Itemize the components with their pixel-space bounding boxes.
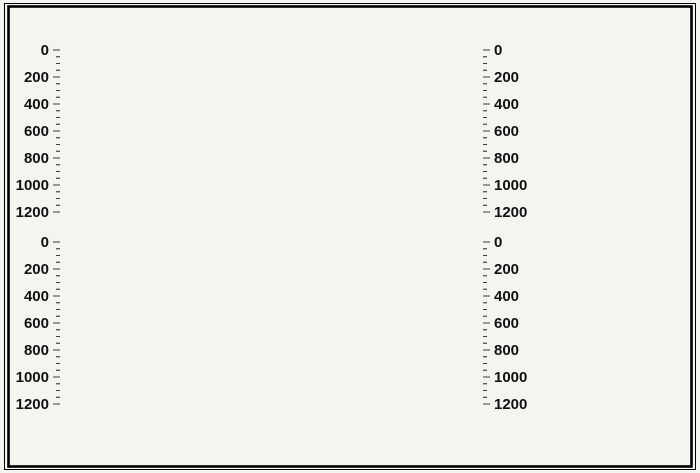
svg-text:800: 800	[494, 150, 519, 167]
svg-text:800: 800	[494, 342, 519, 359]
svg-text:400: 400	[24, 96, 49, 113]
svg-text:0: 0	[494, 234, 502, 251]
svg-text:600: 600	[494, 123, 519, 140]
svg-text:400: 400	[494, 96, 519, 113]
svg-text:1000: 1000	[494, 177, 527, 194]
svg-text:600: 600	[24, 123, 49, 140]
svg-text:200: 200	[24, 261, 49, 278]
svg-text:0: 0	[494, 42, 502, 59]
svg-text:1200: 1200	[494, 204, 527, 221]
svg-text:200: 200	[494, 261, 519, 278]
svg-text:1200: 1200	[16, 204, 49, 221]
svg-text:800: 800	[24, 342, 49, 359]
svg-text:200: 200	[24, 69, 49, 86]
svg-text:200: 200	[494, 69, 519, 86]
svg-text:1000: 1000	[494, 369, 527, 386]
svg-text:400: 400	[24, 288, 49, 305]
svg-text:1200: 1200	[494, 396, 527, 413]
svg-text:0: 0	[41, 234, 49, 251]
svg-text:600: 600	[494, 315, 519, 332]
svg-text:400: 400	[494, 288, 519, 305]
svg-text:1000: 1000	[16, 177, 49, 194]
svg-text:1000: 1000	[16, 369, 49, 386]
svg-text:800: 800	[24, 150, 49, 167]
svg-text:600: 600	[24, 315, 49, 332]
svg-text:0: 0	[41, 42, 49, 59]
svg-text:1200: 1200	[16, 396, 49, 413]
